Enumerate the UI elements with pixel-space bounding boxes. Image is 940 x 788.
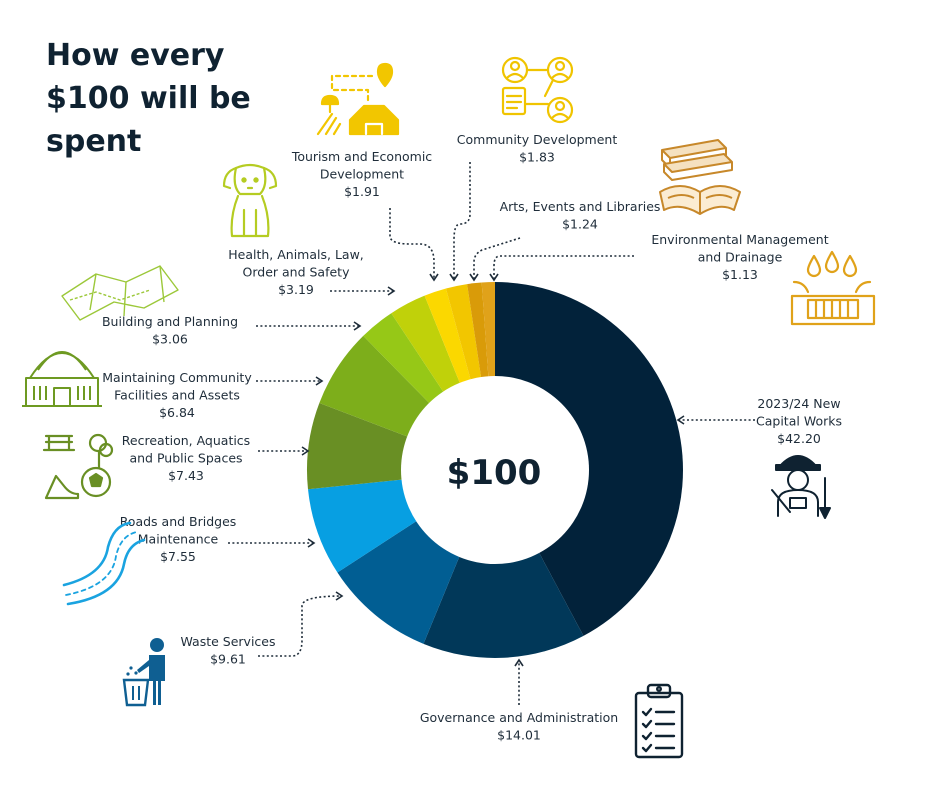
leader-lines <box>228 162 755 705</box>
slice-name-label: and Drainage <box>698 250 783 265</box>
slice-label: Waste Services $9.61 <box>180 634 275 667</box>
people-network-icon <box>501 56 574 124</box>
leader-arrow <box>449 273 459 282</box>
community-hall-icon <box>22 351 102 407</box>
person-bin-icon <box>122 638 165 707</box>
clipboard-checklist-icon <box>634 683 684 759</box>
slice-value-label: $1.13 <box>722 267 758 282</box>
leader-arrow <box>469 273 479 282</box>
leader-line <box>258 595 343 657</box>
slice-value-label: $1.24 <box>562 217 598 232</box>
page-title: How every $100 will be spent <box>46 38 251 159</box>
leader-arrow <box>676 415 685 425</box>
slice-name-label: Building and Planning <box>102 314 238 329</box>
slice-name-label: 2023/24 New <box>757 396 840 411</box>
leader-arrow <box>489 273 499 282</box>
slice-name-label: Facilities and Assets <box>114 388 240 403</box>
slice-label: Tourism and Economic Development $1.91 <box>291 149 432 199</box>
center-label: $100 <box>447 453 542 493</box>
slice-label: Roads and Bridges Maintenance $7.55 <box>120 514 237 564</box>
slice-label: 2023/24 New Capital Works $42.20 <box>756 396 842 446</box>
leader-arrow <box>307 538 316 548</box>
slice-value-label: $7.43 <box>168 468 204 483</box>
slice-name-label: Recreation, Aquatics <box>122 433 250 448</box>
slice-label: Maintaining Community Facilities and Asse… <box>102 370 252 420</box>
slice-value-label: $1.83 <box>519 150 555 165</box>
slice-value-label: $7.55 <box>160 549 196 564</box>
leader-arrow <box>301 446 310 456</box>
slice-name-label: Development <box>320 167 404 182</box>
construction-worker-icon <box>771 455 831 519</box>
leader-arrow <box>514 658 524 667</box>
drainage-icon <box>790 250 876 326</box>
slice-name-label: Community Development <box>457 132 618 147</box>
slice-value-label: $42.20 <box>777 431 821 446</box>
slice-governance-and-administration <box>423 470 584 658</box>
slice-name-label: Maintenance <box>138 532 219 547</box>
leader-line <box>389 208 435 280</box>
slice-label: Community Development $1.83 <box>457 132 618 165</box>
leader-line <box>473 237 521 280</box>
leader-arrow <box>387 286 396 296</box>
slice-value-label: $6.84 <box>159 405 195 420</box>
slice-name-label: Waste Services <box>180 634 275 649</box>
leader-arrow <box>353 321 362 331</box>
slice-value-label: $14.01 <box>497 728 541 743</box>
road-icon <box>62 521 146 606</box>
slice-label: Arts, Events and Libraries $1.24 <box>500 199 661 232</box>
slice-labels: 2023/24 New Capital Works $42.20 Governance… <box>102 132 842 743</box>
slice-value-label: $1.91 <box>344 184 380 199</box>
slice-label: Recreation, Aquatics and Public Spaces $7.… <box>122 433 250 483</box>
slice-name-label: Arts, Events and Libraries <box>500 199 661 214</box>
slice-name-label: Environmental Management <box>651 232 828 247</box>
leader-arrow <box>429 273 439 282</box>
leader-line <box>493 255 634 280</box>
leader-arrow <box>335 591 344 601</box>
slice-value-label: $3.06 <box>152 332 188 347</box>
slice-value-label: $3.19 <box>278 282 314 297</box>
slice-name-label: Tourism and Economic <box>291 149 432 164</box>
slice-name-label: Governance and Administration <box>420 710 618 725</box>
donut-hole <box>401 376 589 564</box>
slice-label: Governance and Administration $14.01 <box>420 710 618 743</box>
slice-label: Building and Planning $3.06 <box>102 314 238 347</box>
map-icon <box>61 265 179 321</box>
farm-route-icon <box>316 62 400 136</box>
slice-name-label: Health, Animals, Law, <box>228 247 364 262</box>
slice-name-label: Order and Safety <box>243 265 351 280</box>
slice-name-label: and Public Spaces <box>129 451 242 466</box>
slice-name-label: Roads and Bridges <box>120 514 237 529</box>
leader-arrow <box>315 376 324 386</box>
slice-name-label: Capital Works <box>756 414 842 429</box>
leader-line <box>453 162 471 280</box>
park-sports-icon <box>42 433 114 500</box>
dog-icon <box>222 163 278 238</box>
slice-value-label: $9.61 <box>210 652 246 667</box>
slice-label: Environmental Management and Drainage $1.1… <box>651 232 828 282</box>
slice-label: Health, Animals, Law, Order and Safety $3.… <box>228 247 364 297</box>
books-icon <box>659 139 741 215</box>
slice-name-label: Maintaining Community <box>102 370 252 385</box>
